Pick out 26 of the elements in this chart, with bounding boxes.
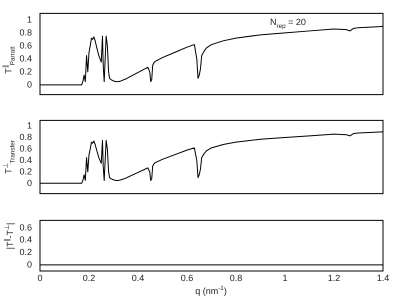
y-tick-label: 1 bbox=[26, 120, 32, 131]
y-tick-label: 0.8 bbox=[19, 132, 32, 142]
y-tick-label: 0.2 bbox=[19, 66, 32, 76]
y-tick-label: 0 bbox=[26, 178, 32, 188]
x-tick-label: 1.2 bbox=[328, 272, 340, 283]
y-tick-label: 0.2 bbox=[19, 166, 32, 176]
y-tick-label: 0.4 bbox=[19, 234, 32, 245]
x-axis-title: q (nm$^{-1}$) bbox=[195, 285, 227, 296]
x-tick-label: 0.2 bbox=[82, 272, 96, 283]
y-tick-label: 1 bbox=[26, 14, 32, 24]
y-tick-label: 0.6 bbox=[19, 222, 32, 232]
y-tick-label: 0 bbox=[26, 259, 32, 270]
y-tick-label: 0 bbox=[26, 79, 32, 90]
y-tick-label: 0.6 bbox=[19, 143, 32, 154]
y-tick-label: 0.4 bbox=[19, 53, 32, 64]
y-tick-label: 0.8 bbox=[19, 27, 32, 38]
x-tick-label: 1.4 bbox=[376, 272, 390, 283]
x-tick-label: 0.6 bbox=[180, 272, 194, 283]
y-tick-label: 0.2 bbox=[19, 246, 32, 257]
y-tick-label: 0.4 bbox=[19, 154, 32, 165]
x-tick-label: 0.8 bbox=[230, 272, 242, 283]
x-tick-label: 1 bbox=[282, 272, 288, 283]
annotation: N$_{rep}$ = 20 bbox=[270, 17, 306, 30]
x-tick-label: 0 bbox=[37, 272, 43, 283]
x-tick-label: 0.4 bbox=[132, 272, 144, 283]
y-tick-label: 0.6 bbox=[19, 40, 32, 50]
